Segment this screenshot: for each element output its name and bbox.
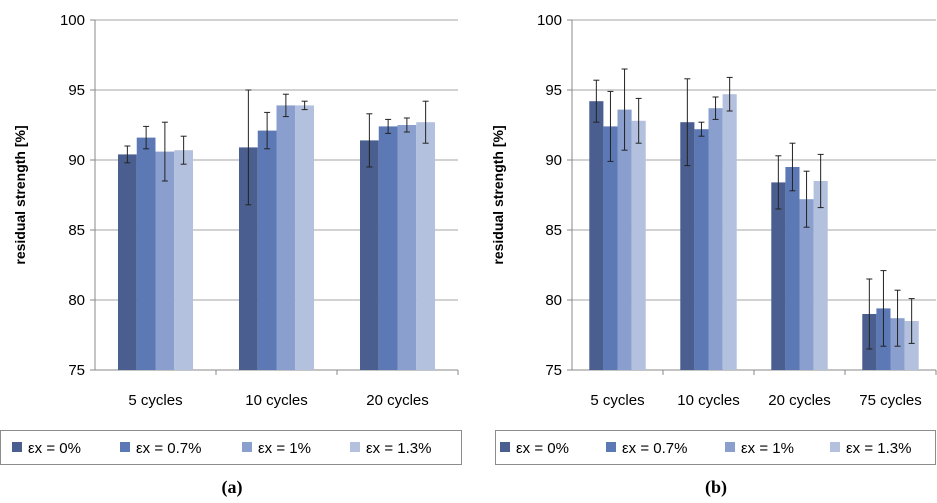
bar [136, 137, 156, 370]
bar [722, 94, 737, 370]
legend-swatch [12, 442, 22, 452]
legend-swatch [725, 442, 735, 452]
y-axis-label: residual strength [%] [12, 125, 28, 264]
legend-label: εx = 0% [516, 440, 569, 457]
legend: εx = 0% εx = 0.7% εx = 1% εx = 1.3% [495, 430, 936, 465]
x-category-label: 5 cycles [128, 392, 182, 409]
bar [771, 182, 786, 370]
bar [631, 120, 646, 370]
bar [603, 126, 618, 371]
legend-label: εx = 1.3% [366, 440, 431, 457]
y-tick-label: 95 [545, 82, 562, 99]
x-category-label: 10 cycles [677, 392, 740, 409]
bar [117, 154, 137, 370]
x-category-label: 75 cycles [859, 392, 922, 409]
y-tick-label: 75 [68, 362, 85, 379]
bar [378, 126, 398, 371]
legend-swatch [606, 442, 616, 452]
bar [813, 181, 828, 370]
chart-panel-b: 75 80 85 90 95 100 residual strength [%] 5 cycl… [490, 12, 937, 498]
bar [174, 150, 194, 370]
legend-swatch [120, 442, 130, 452]
bar [694, 129, 709, 370]
legend-label: εx = 1% [741, 440, 794, 457]
legend-swatch [500, 442, 510, 452]
y-tick-label: 80 [545, 292, 562, 309]
legend: εx = 0% εx = 0.7% εx = 1% εx = 1.3% [0, 430, 462, 465]
bar [397, 125, 417, 370]
bar [680, 122, 695, 370]
bar [238, 147, 258, 370]
x-category-label: 20 cycles [768, 392, 831, 409]
legend-label: εx = 0.7% [136, 440, 201, 457]
y-tick-label: 100 [537, 12, 562, 29]
y-tick-label: 80 [68, 292, 85, 309]
bar [155, 151, 175, 370]
y-tick-label: 100 [60, 12, 85, 29]
legend-label: εx = 0% [28, 440, 81, 457]
y-tick-label: 90 [545, 152, 562, 169]
legend-label: εx = 1.3% [846, 440, 911, 457]
bar [904, 321, 919, 370]
y-tick-label: 75 [545, 362, 562, 379]
bar [359, 140, 379, 370]
bar [416, 122, 436, 370]
x-category-label: 5 cycles [590, 392, 644, 409]
x-category-label: 20 cycles [366, 392, 429, 409]
panel-label: (a) [222, 477, 243, 498]
bar [617, 109, 632, 370]
legend-swatch [830, 442, 840, 452]
legend-swatch [242, 442, 252, 452]
chart-panel-a: 75 80 85 90 95 100 residual strength [%] 5 cycl… [0, 12, 462, 498]
bar [799, 199, 814, 370]
bar [276, 105, 296, 371]
legend-label: εx = 1% [258, 440, 311, 457]
panel-label: (b) [705, 477, 727, 498]
legend-label: εx = 0.7% [622, 440, 687, 457]
y-tick-label: 85 [68, 222, 85, 239]
legend-box [0, 430, 462, 465]
bar [257, 130, 277, 370]
bar [295, 105, 315, 371]
bar [589, 101, 604, 370]
x-category-label: 10 cycles [245, 392, 308, 409]
bar [708, 108, 723, 370]
y-axis-label: residual strength [%] [490, 125, 506, 264]
bar [785, 167, 800, 370]
y-tick-label: 95 [68, 82, 85, 99]
y-tick-label: 85 [545, 222, 562, 239]
y-tick-label: 90 [68, 152, 85, 169]
legend-swatch [350, 442, 360, 452]
legend-box [495, 430, 936, 465]
